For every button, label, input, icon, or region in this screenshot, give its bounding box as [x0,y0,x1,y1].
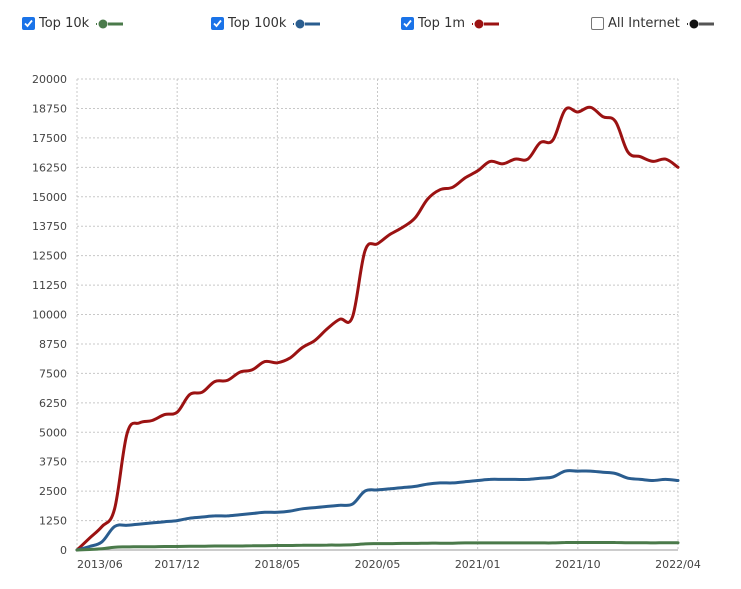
y-tick-label: 2500 [39,485,67,498]
x-tick-label: 2021/10 [555,558,601,571]
y-tick-label: 20000 [32,73,67,86]
y-tick-label: 10000 [32,309,67,322]
series-swatch-icon [472,19,500,28]
y-tick-label: 12500 [32,250,67,263]
y-tick-label: 0 [60,544,67,557]
series-line-top-10k[interactable] [75,540,680,552]
legend-label: Top 1m [418,16,466,31]
legend-item-top-10k[interactable]: Top 10k [22,16,125,31]
y-tick-label: 3750 [39,456,67,469]
y-tick-label: 11250 [32,279,67,292]
series-swatch-icon [96,19,124,28]
y-tick-label: 1250 [39,515,67,528]
checkbox-all-internet[interactable] [591,17,604,30]
y-tick-label: 13750 [32,220,67,233]
x-axis-ticks: 2013/06 2017/12 2018/05 2020/05 2021/01 2021/… [77,558,701,571]
legend-label: All Internet [608,16,680,31]
y-tick-label: 17500 [32,132,67,145]
y-tick-label: 18750 [32,102,67,115]
y-tick-label: 5000 [39,426,67,439]
y-tick-label: 6250 [39,397,67,410]
checkbox-top-10k[interactable] [22,17,35,30]
x-tick-label: 2022/04 [655,558,701,571]
x-tick-label: 2013/06 [77,558,123,571]
checkbox-top-1m[interactable] [401,17,414,30]
legend-item-top-1m[interactable]: Top 1m [401,16,501,31]
legend: Top 10k Top 100k Top 1m All Internet [0,16,741,38]
legend-label: Top 10k [39,16,90,31]
legend-label: Top 100k [228,16,287,31]
x-tick-label: 2017/12 [154,558,200,571]
x-tick-label: 2018/05 [254,558,300,571]
y-tick-label: 16250 [32,161,67,174]
x-tick-label: 2021/01 [455,558,501,571]
y-axis-ticks: 0 1250 2500 3750 5000 6250 7500 8750 10000 11250 1… [32,73,67,557]
series-line-top-1m[interactable] [75,105,680,552]
y-tick-label: 15000 [32,191,67,204]
y-tick-label: 8750 [39,338,67,351]
series-swatch-icon [293,19,321,28]
series-swatch-icon [686,19,714,28]
legend-item-all-internet[interactable]: All Internet [591,16,716,31]
grid [76,78,679,551]
checkbox-top-100k[interactable] [211,17,224,30]
x-tick-label: 2020/05 [355,558,401,571]
legend-item-top-100k[interactable]: Top 100k [211,16,322,31]
series-line-top-100k[interactable] [75,469,680,552]
y-tick-label: 7500 [39,367,67,380]
series-lines [75,105,680,552]
